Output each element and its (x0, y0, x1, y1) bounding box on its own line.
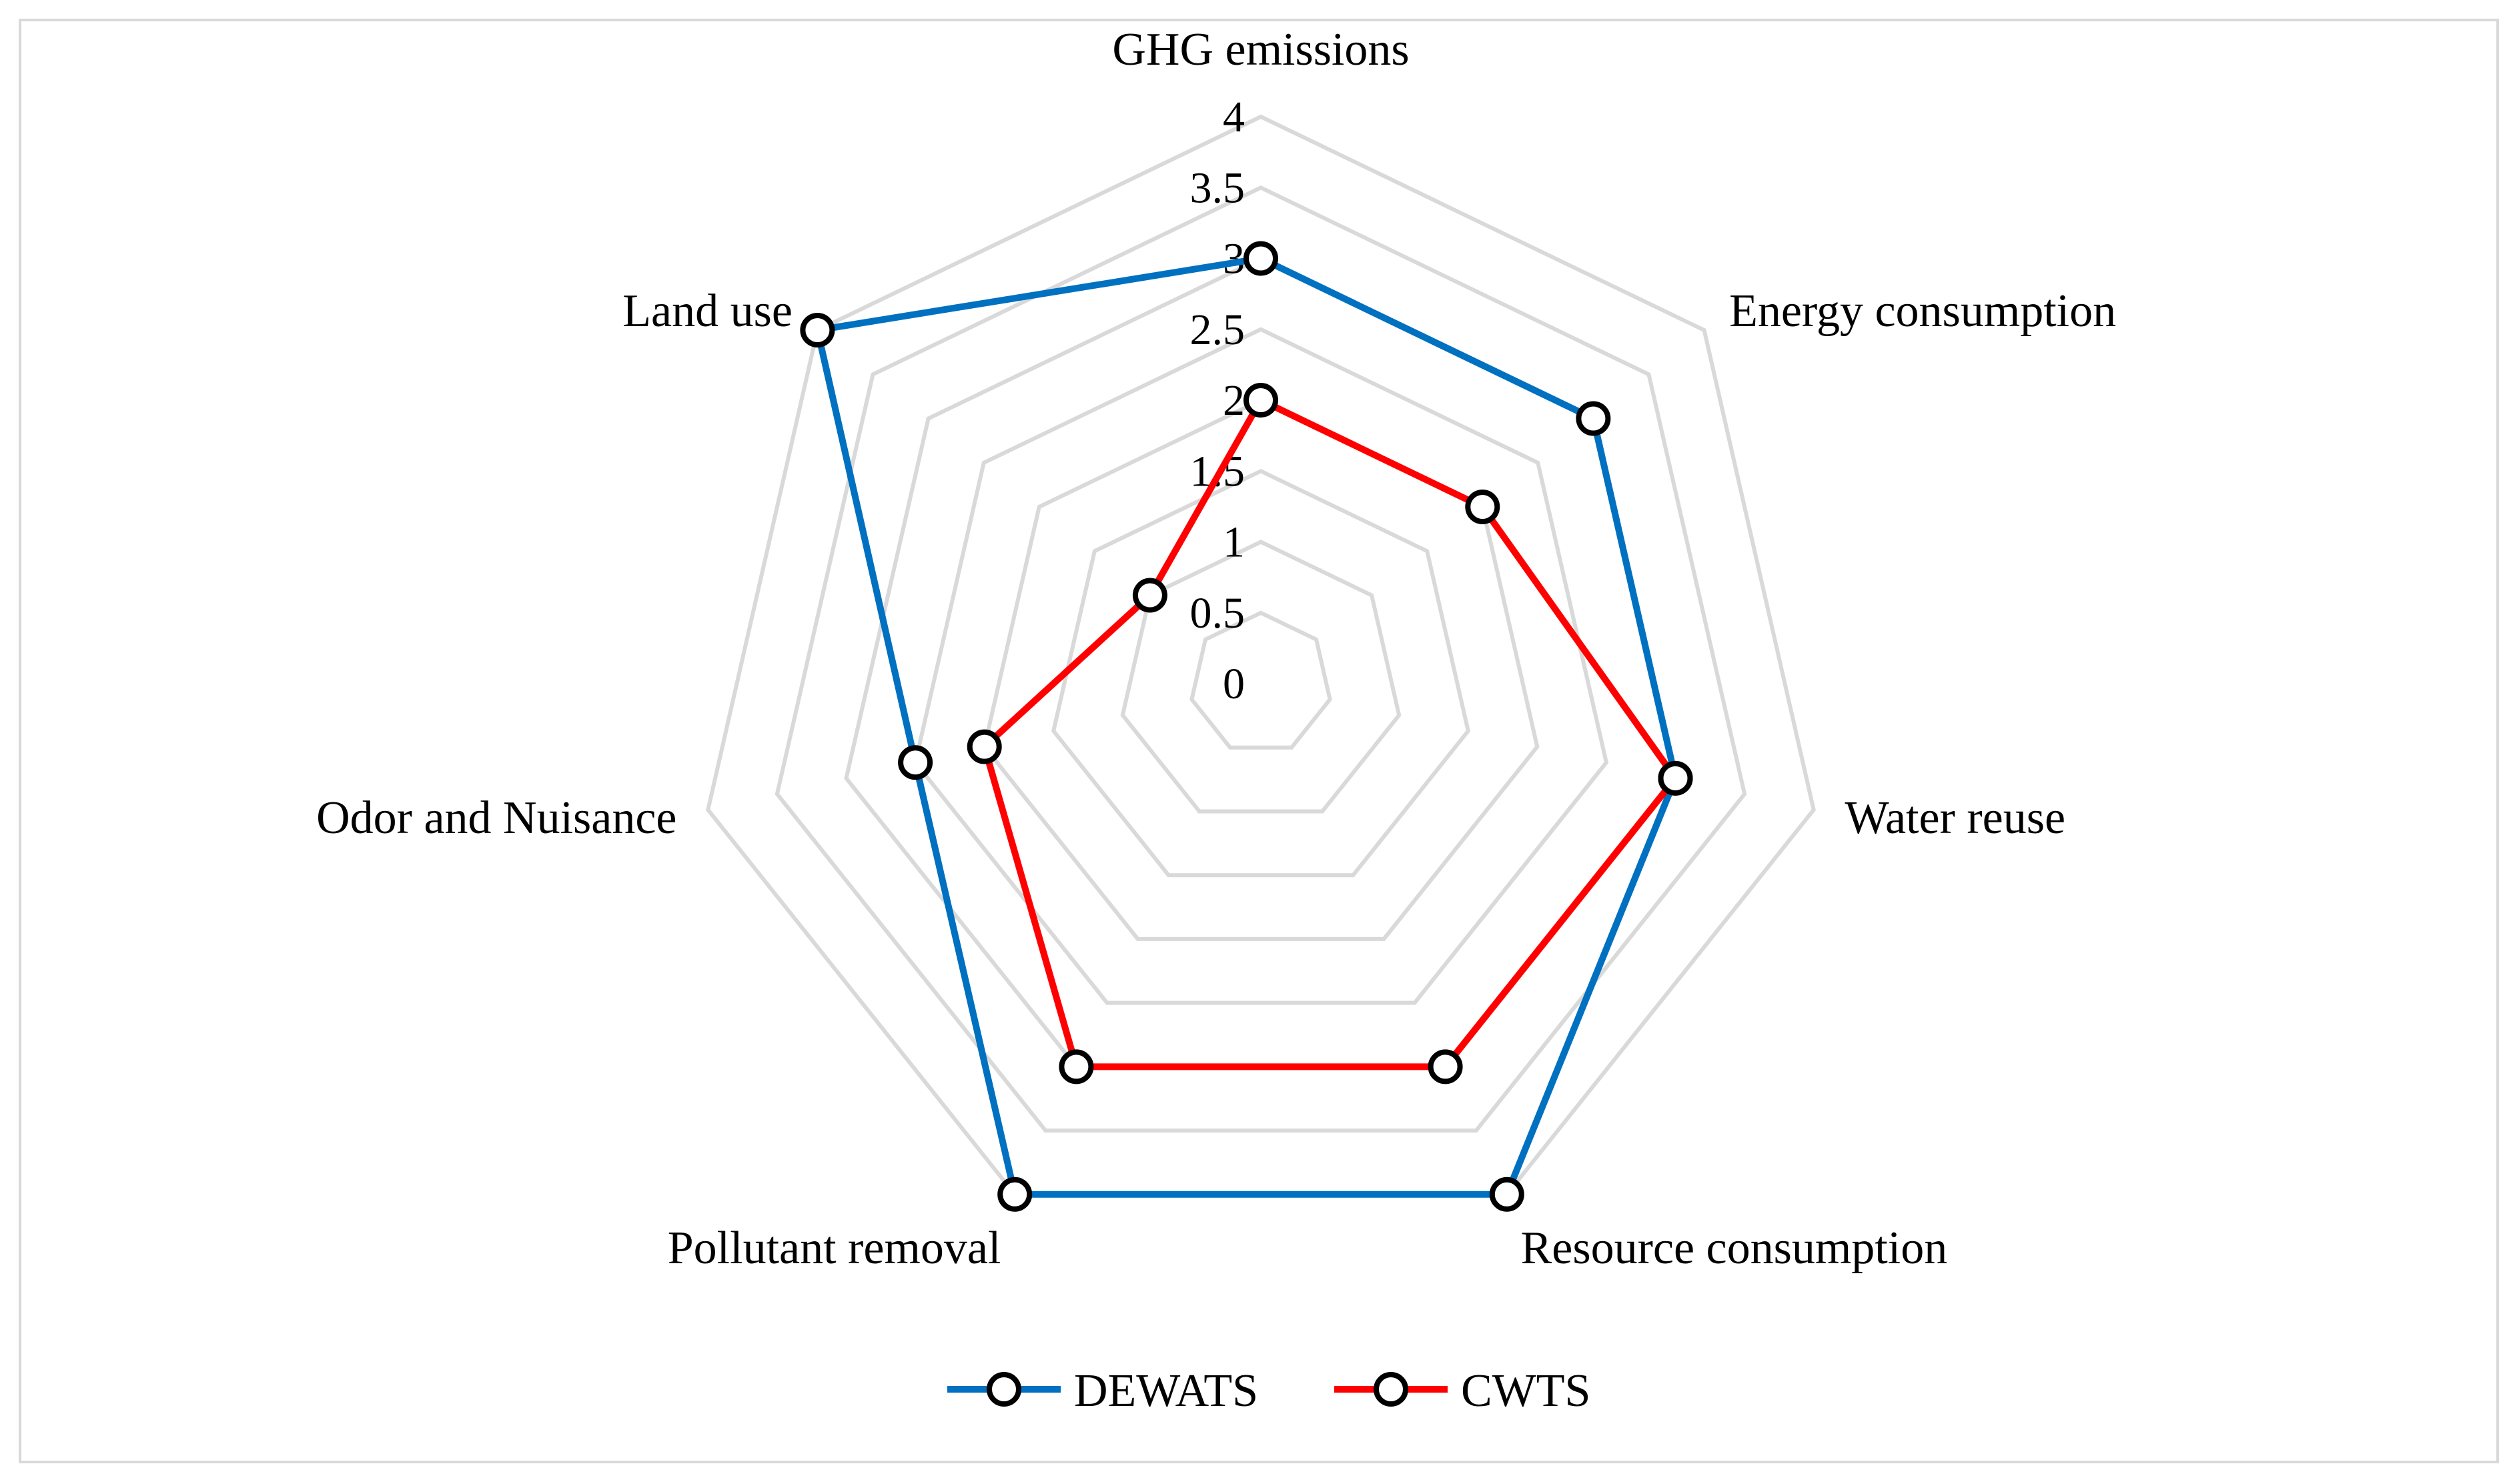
point-cwts-resource-consumption (1428, 1049, 1463, 1084)
legend-label-cwts: CWTS (1461, 1365, 1590, 1417)
tick-label-2: 2 (1223, 376, 1245, 425)
point-dewats-land-use (800, 313, 835, 347)
grid-ring-1 (1120, 540, 1402, 814)
grid-ring-1-5 (1051, 468, 1471, 878)
grid-ring-0-5 (1189, 610, 1332, 750)
legend-marker-cwts (1374, 1372, 1408, 1407)
grid-ring-2-5 (913, 327, 1609, 1005)
tick-label-3-5: 3.5 (1190, 163, 1245, 212)
tick-label-0: 0 (1223, 660, 1245, 708)
point-cwts-pollutant-removal (1059, 1049, 1094, 1084)
tick-label-0-5: 0.5 (1190, 589, 1245, 638)
point-cwts-land-use (1132, 578, 1167, 613)
point-cwts-odor-and-nuisance (967, 729, 1002, 764)
point-cwts-water-reuse (1658, 760, 1693, 796)
legend: DEWATS CWTS (947, 1365, 1590, 1417)
point-cwts-energy-consumption (1465, 490, 1500, 524)
point-dewats-odor-and-nuisance (898, 745, 933, 780)
point-dewats-pollutant-removal (997, 1177, 1033, 1212)
tick-label-1: 1 (1223, 518, 1245, 567)
legend-label-dewats: DEWATS (1074, 1365, 1258, 1417)
point-dewats-resource-consumption (1489, 1177, 1524, 1212)
series-cwts (967, 383, 1693, 1084)
axis-label-land-use: Land use (622, 285, 793, 337)
grid-ring-2 (982, 398, 1540, 941)
axis-label-pollutant-removal: Pollutant removal (668, 1223, 1001, 1274)
axis-labels: GHG emissions Energy consumption Water reu… (316, 24, 2116, 1274)
series-line-dewats (814, 255, 1679, 1198)
axis-label-resource-consumption: Resource consumption (1521, 1223, 1948, 1274)
series-layer (800, 241, 1693, 1212)
point-dewats-energy-consumption (1576, 401, 1611, 436)
point-cwts-ghg-emissions (1243, 383, 1278, 418)
grid-ring-3 (844, 256, 1678, 1069)
series-line-cwts (981, 397, 1679, 1070)
legend-marker-dewats (987, 1372, 1021, 1407)
axis-label-ghg-emissions: GHG emissions (1112, 24, 1409, 75)
tick-label-2-5: 2.5 (1190, 305, 1245, 354)
axis-label-water-reuse: Water reuse (1845, 792, 2066, 844)
tick-labels: 00.511.522.533.54 (1190, 93, 1245, 708)
grid-ring-3-5 (775, 185, 1747, 1133)
point-dewats-ghg-emissions (1243, 241, 1278, 276)
axis-label-odor-and-nuisance: Odor and Nuisance (316, 792, 676, 844)
tick-label-4: 4 (1223, 93, 1245, 141)
legend-item-dewats: DEWATS (947, 1365, 1258, 1417)
axis-label-energy-consumption: Energy consumption (1729, 285, 2116, 337)
legend-item-cwts: CWTS (1334, 1365, 1590, 1417)
